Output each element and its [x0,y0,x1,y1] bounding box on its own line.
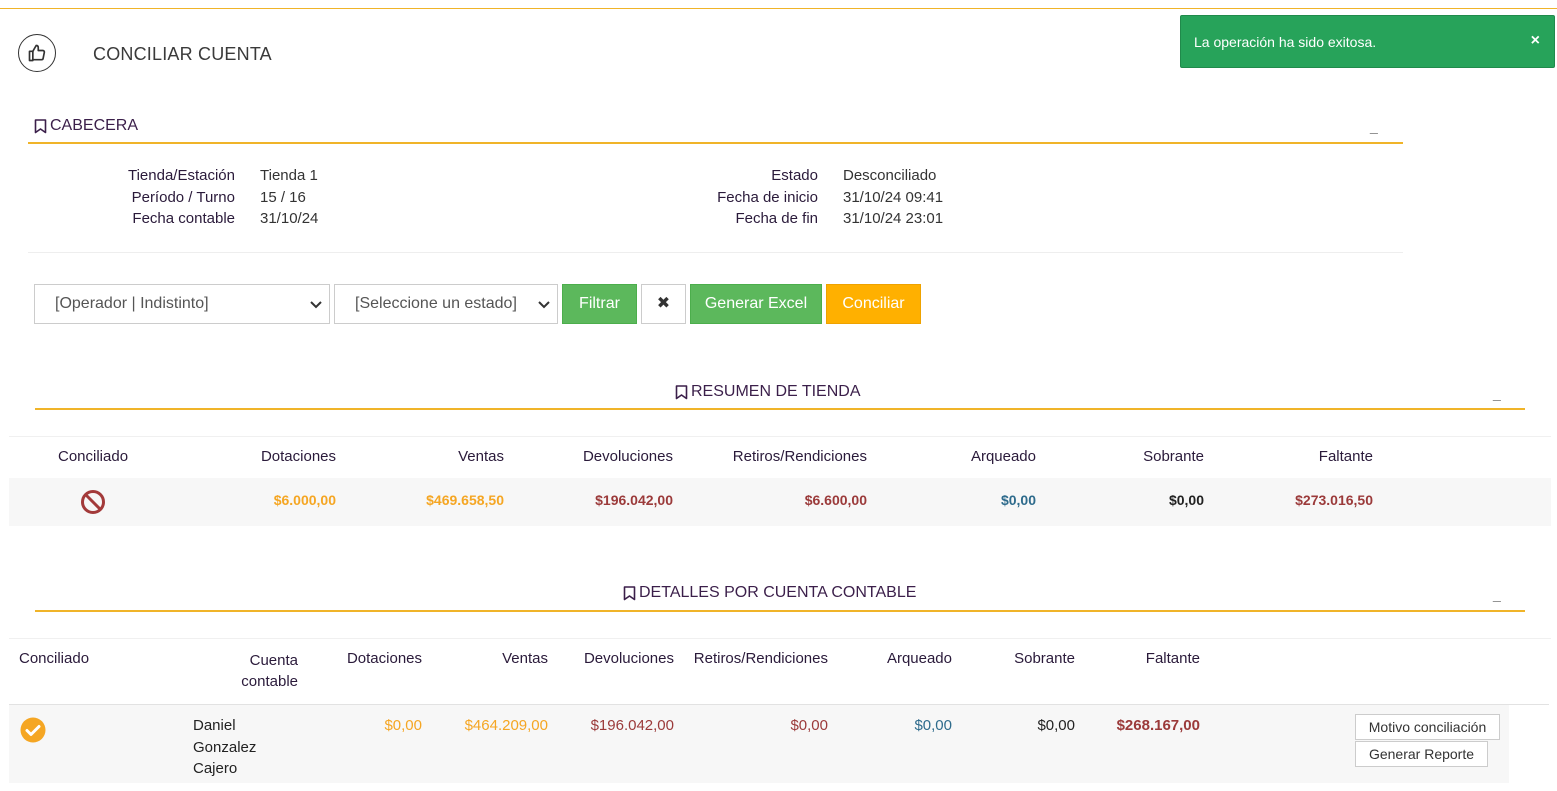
clear-filter-button[interactable]: ✖ [641,284,686,324]
conciliar-button[interactable]: Conciliar [826,284,921,324]
detalles-header-cuenta-line1: Cuenta [249,652,298,669]
cuenta-name-line2: Gonzalez [193,738,257,756]
resumen-header-conciliado: Conciliado [58,448,129,465]
value-fecha-contable: 31/10/24 [260,210,319,227]
detalles-retiros: $0,00 [790,717,828,734]
resumen-dotaciones: $6.000,00 [273,492,336,508]
detalles-devoluciones: $196.042,00 [590,717,674,734]
detalles-divider [35,610,1525,612]
resumen-divider [35,408,1525,410]
cabecera-title: CABECERA [50,117,139,134]
resumen-separator [9,436,1551,437]
resumen-faltante: $273.016,50 [1295,492,1373,508]
bookmark-icon [675,384,688,399]
detalles-separator [9,638,1551,639]
value-estado: Desconciliado [843,167,937,184]
cuenta-name-line1: Daniel [193,717,236,734]
page-header [18,34,56,72]
value-fecha-inicio: 31/10/24 09:41 [843,188,944,206]
filtrar-button[interactable]: Filtrar [562,284,637,324]
cabecera-right-labels: Estado Fecha de inicio Fecha de fin [680,165,818,230]
label-tienda: Tienda/Estación [127,167,235,184]
detalles-header-arqueado: Arqueado [886,650,952,667]
chevron-down-icon [310,301,322,309]
resumen-title: RESUMEN DE TIENDA [691,383,861,400]
detalles-header-sobrante: Sobrante [1014,650,1075,667]
table-row [9,705,1509,783]
resumen-row [9,478,1551,526]
label-fecha-fin: Fecha de fin [735,210,818,227]
estado-select-value: [Seleccione un estado] [355,295,517,312]
detalles-header-divider [9,704,1549,705]
value-fecha-fin: 31/10/24 23:01 [843,210,944,227]
thumbs-up-icon [18,34,56,72]
detalles-header-ventas: Ventas [502,650,548,667]
operador-select-value: [Operador | Indistinto] [55,295,209,312]
bookmark-icon [623,585,636,600]
detalles-header-dotaciones: Dotaciones [346,650,422,667]
detalles-collapse-button[interactable]: _ [1493,586,1501,602]
detalles-ventas: $464.209,00 [464,717,548,734]
bookmark-icon [34,118,47,133]
generar-reporte-button[interactable]: Generar Reporte [1355,741,1488,767]
resumen-arqueado: $0,00 [1000,492,1036,508]
resumen-header-ventas: Ventas [458,448,504,465]
generar-excel-button[interactable]: Generar Excel [690,284,822,324]
detalles-header-cuenta: Cuenta contable [218,650,298,692]
cabecera-left-values: Tienda 1 15 / 16 31/10/24 [260,165,318,230]
cabecera-left-labels: Tienda/Estación Período / Turno Fecha co… [95,165,235,230]
estado-select[interactable]: [Seleccione un estado] [334,284,558,324]
resumen-header-retiros: Retiros/Rendiciones [732,448,867,465]
resumen-devoluciones: $196.042,00 [595,492,673,508]
detalles-title: DETALLES POR CUENTA CONTABLE [639,584,917,601]
motivo-conciliacion-button[interactable]: Motivo conciliación [1355,714,1500,740]
cabecera-bottom-divider [28,252,1403,253]
cuenta-name-line3: Cajero [193,760,238,777]
detalles-header-retiros: Retiros/Rendiciones [693,650,828,667]
resumen-retiros: $6.600,00 [804,492,867,508]
resumen-header-sobrante: Sobrante [1143,448,1204,465]
prohibited-icon [80,489,106,520]
detalles-dotaciones: $0,00 [384,717,422,734]
label-periodo: Período / Turno [131,188,235,206]
resumen-header-faltante: Faltante [1318,448,1373,465]
detalles-arqueado: $0,00 [914,717,952,734]
cabecera-collapse-button[interactable]: _ [1370,118,1378,134]
chevron-down-icon [538,301,550,309]
detalles-header-cuenta-line2: contable [241,673,298,690]
detalles-header-devoluciones: Devoluciones [583,650,674,667]
value-tienda: Tienda 1 [260,167,318,184]
resumen-header-arqueado: Arqueado [970,448,1036,465]
detalles-header-conciliado: Conciliado [19,650,90,667]
detalles-section-title[interactable]: DETALLES POR CUENTA CONTABLE [623,584,916,602]
detalles-cuenta: Daniel Gonzalez Cajero [193,715,256,780]
label-fecha-inicio: Fecha de inicio [717,188,818,206]
label-fecha-contable: Fecha contable [132,210,235,227]
resumen-sobrante: $0,00 [1168,492,1204,508]
cabecera-right-values: Desconciliado 31/10/24 09:41 31/10/24 23… [843,165,943,230]
page-title: CONCILIAR CUENTA [93,44,272,64]
resumen-collapse-button[interactable]: _ [1493,385,1501,401]
detalles-faltante: $268.167,00 [1116,717,1200,734]
resumen-header-devoluciones: Devoluciones [582,448,673,465]
toast-message: La operación ha sido exitosa. [1194,34,1377,50]
label-estado: Estado [771,167,818,184]
check-circle-icon [20,717,46,748]
resumen-section-title[interactable]: RESUMEN DE TIENDA [675,383,861,401]
toast-close-button[interactable]: × [1530,32,1540,49]
success-toast: La operación ha sido exitosa. × [1180,15,1555,68]
operador-select[interactable]: [Operador | Indistinto] [34,284,330,324]
cabecera-section-title[interactable]: CABECERA [34,117,138,135]
detalles-sobrante: $0,00 [1037,717,1075,734]
value-periodo: 15 / 16 [260,188,306,206]
detalles-header-faltante: Faltante [1145,650,1200,667]
top-accent-line [0,8,1557,9]
cabecera-divider [28,142,1403,144]
resumen-ventas: $469.658,50 [426,492,504,508]
resumen-header-dotaciones: Dotaciones [260,448,336,465]
